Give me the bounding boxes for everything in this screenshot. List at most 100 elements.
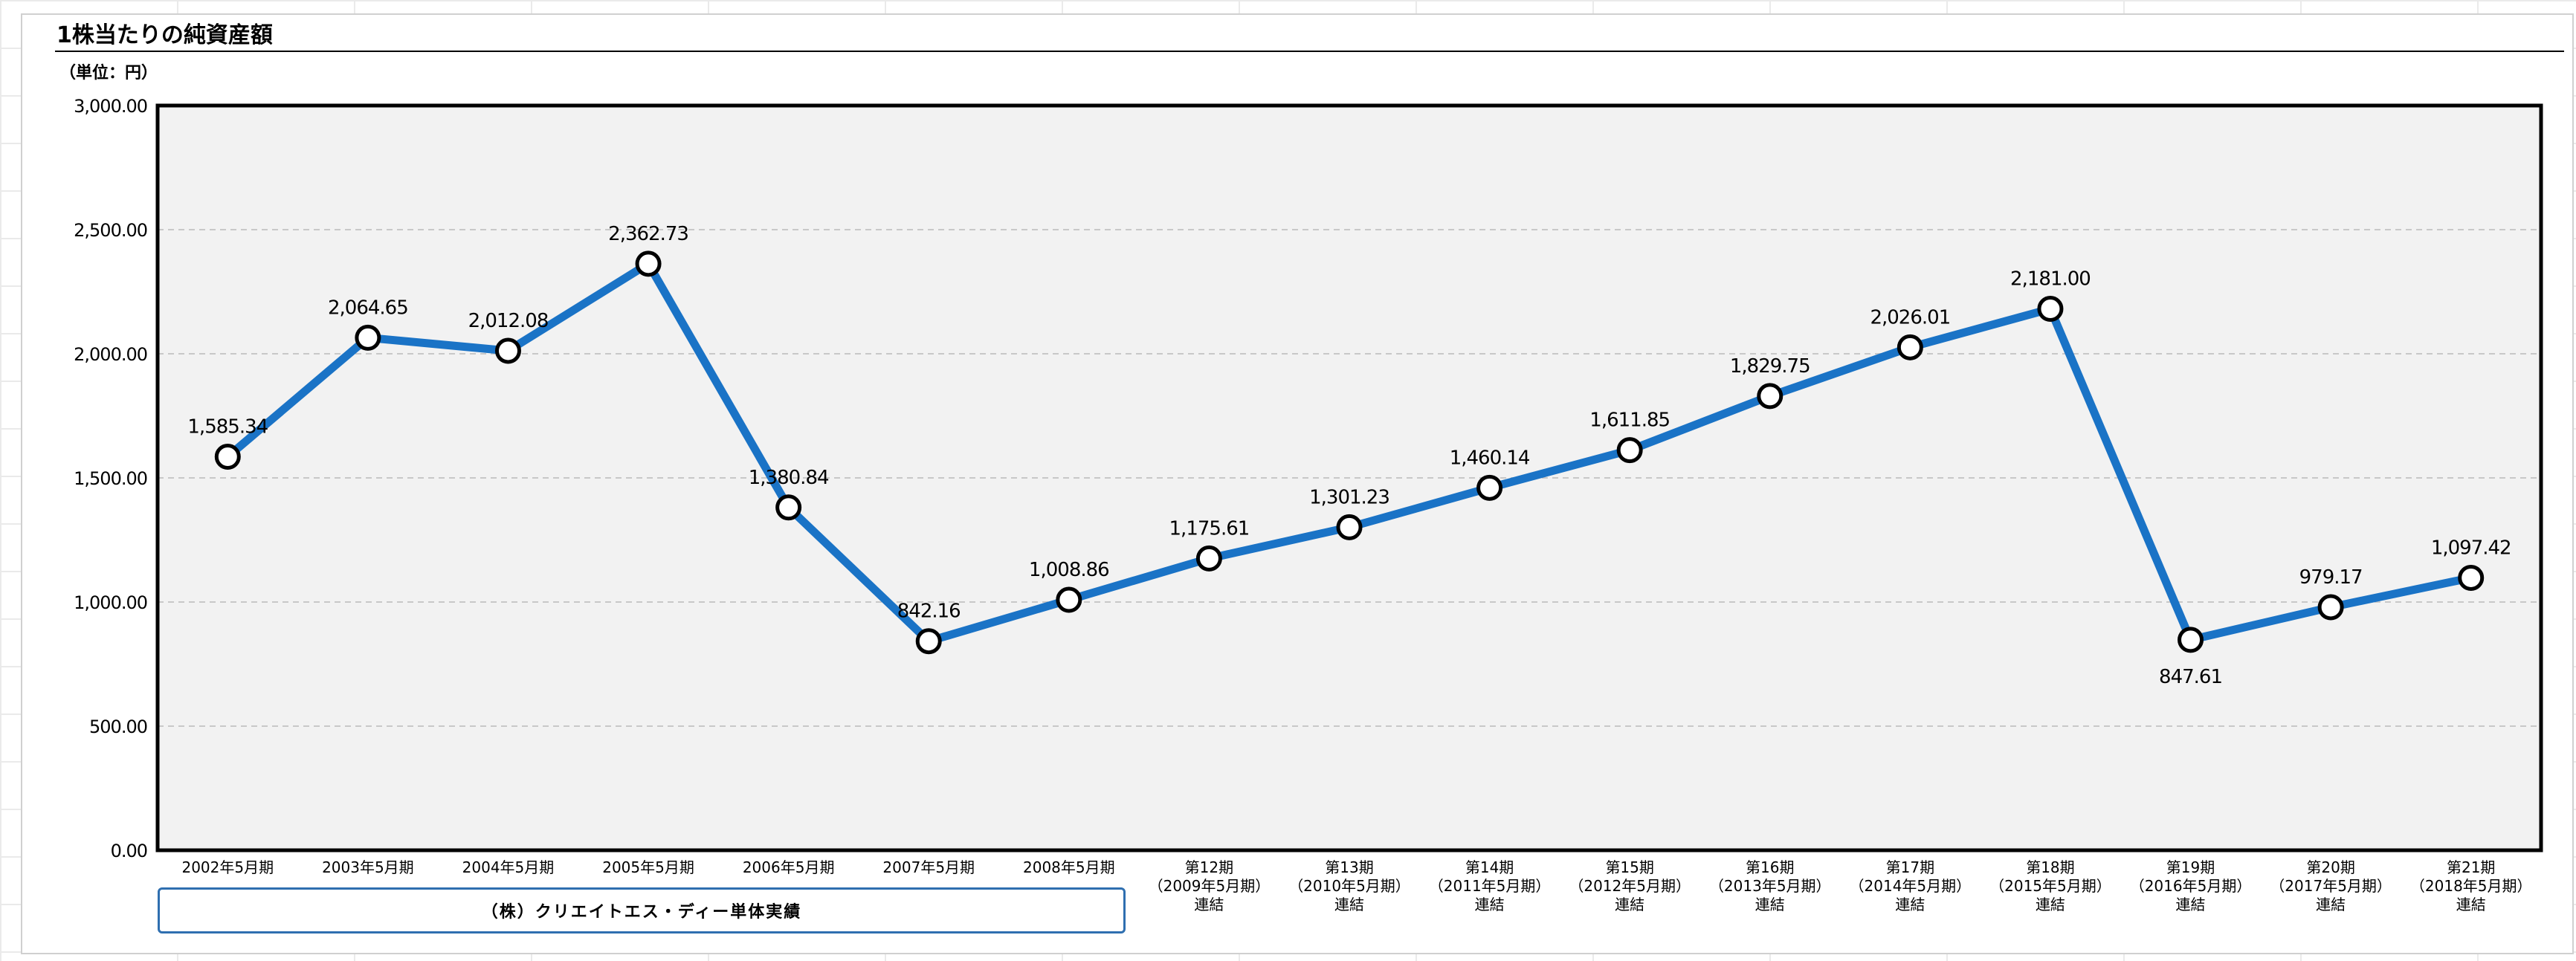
x-tick-line: （2018年5月期） (2410, 877, 2532, 895)
data-point[interactable] (2317, 594, 2344, 621)
x-tick-label: 第17期（2014年5月期）連結 (1850, 858, 1972, 913)
data-labels: 1,585.34 2,064.65 2,012.08 2,362.73 1,380.84… (187, 223, 2511, 688)
x-tick-label: 2003年5月期 (322, 858, 414, 876)
x-tick-line: 連結 (1895, 896, 1925, 913)
data-label: 2,064.65 (328, 297, 408, 319)
y-tick-label: 1,500.00 (74, 468, 147, 489)
data-label: 1,097.42 (2431, 537, 2511, 559)
x-tick-line: 連結 (1334, 896, 1364, 913)
x-tick-line: （2015年5月期） (1989, 877, 2111, 895)
data-point[interactable] (1476, 474, 1503, 501)
x-tick-label: 第13期（2010年5月期）連結 (1288, 858, 1410, 913)
data-point[interactable] (214, 443, 241, 470)
x-tick-line: （2010年5月期） (1288, 877, 1410, 895)
x-tick-line: 連結 (2036, 896, 2065, 913)
data-point[interactable] (355, 324, 381, 351)
title-underline (55, 51, 2564, 52)
data-label: 2,012.08 (468, 310, 549, 332)
plot-border (155, 103, 2543, 852)
data-point[interactable] (1336, 514, 1363, 540)
y-tick-label: 1,000.00 (74, 592, 147, 613)
data-label: 2,181.00 (2010, 268, 2091, 291)
data-label: 1,460.14 (1450, 447, 1530, 469)
y-tick-label: 3,000.00 (74, 96, 147, 117)
data-point[interactable] (2458, 564, 2485, 591)
y-tick-label: 2,500.00 (74, 220, 147, 241)
x-tick-line: 2008年5月期 (1023, 858, 1115, 876)
x-tick-label: 2004年5月期 (462, 858, 555, 876)
data-label: 1,611.85 (1589, 410, 1670, 432)
x-tick-line: 第17期 (1886, 858, 1934, 876)
x-tick-line: 第18期 (2026, 858, 2074, 876)
data-point[interactable] (494, 337, 521, 364)
x-tick-label: 第19期（2016年5月期）連結 (2130, 858, 2252, 913)
data-point[interactable] (915, 628, 942, 655)
data-label: 1,829.75 (1730, 355, 1810, 378)
data-label: 2,362.73 (608, 223, 688, 245)
x-tick-line: 2007年5月期 (882, 858, 975, 876)
x-tick-label: 2002年5月期 (181, 858, 274, 876)
data-point[interactable] (1056, 586, 1082, 613)
group-label-box: （株）クリエイトエス・ディー単体実績 (158, 887, 1126, 934)
x-tick-line: 連結 (2456, 896, 2486, 913)
x-tick-line: 2005年5月期 (602, 858, 694, 876)
data-label: 847.61 (2159, 666, 2222, 688)
x-tick-label: 2007年5月期 (882, 858, 975, 876)
x-tick-line: 第19期 (2166, 858, 2215, 876)
x-tick-line: 第20期 (2306, 858, 2354, 876)
x-tick-label: 第14期（2011年5月期）連結 (1429, 858, 1551, 913)
data-label: 1,301.23 (1309, 486, 1389, 508)
x-tick-label: 第15期（2012年5月期）連結 (1569, 858, 1691, 913)
data-label: 1,008.86 (1029, 559, 1109, 581)
y-tick-label: 0.00 (111, 841, 147, 861)
x-tick-label: 第16期（2013年5月期）連結 (1709, 858, 1831, 913)
data-point[interactable] (775, 494, 802, 521)
x-tick-line: 連結 (1475, 896, 1505, 913)
x-tick-label: 2006年5月期 (743, 858, 835, 876)
y-tick-label: 500.00 (89, 716, 147, 737)
data-point[interactable] (1195, 545, 1222, 572)
data-label: 1,175.61 (1169, 517, 1250, 540)
x-tick-line: （2012年5月期） (1569, 877, 1691, 895)
x-tick-line: 第16期 (1746, 858, 1794, 876)
x-tick-line: 連結 (1194, 896, 1224, 913)
x-tick-label: 第20期（2017年5月期）連結 (2270, 858, 2392, 913)
x-tick-line: （2011年5月期） (1429, 877, 1551, 895)
data-point[interactable] (635, 250, 662, 277)
unit-label: （単位：円） (59, 64, 158, 82)
x-tick-label: 第21期（2018年5月期）連結 (2410, 858, 2532, 913)
data-markers[interactable] (214, 250, 2485, 655)
x-tick-line: 第15期 (1605, 858, 1653, 876)
gridlines (158, 229, 2541, 727)
x-tick-line: 連結 (2316, 896, 2346, 913)
x-tick-line: 連結 (1755, 896, 1785, 913)
x-tick-line: （2014年5月期） (1850, 877, 1972, 895)
x-tick-line: 第13期 (1325, 858, 1373, 876)
x-tick-line: 第21期 (2447, 858, 2495, 876)
x-tick-line: （2016年5月期） (2130, 877, 2252, 895)
data-point[interactable] (2037, 296, 2064, 323)
x-tick-line: 第12期 (1185, 858, 1233, 876)
x-tick-line: （2017年5月期） (2270, 877, 2392, 895)
x-tick-line: 2003年5月期 (322, 858, 414, 876)
x-tick-label: 2008年5月期 (1023, 858, 1115, 876)
data-point[interactable] (1897, 334, 1923, 360)
x-tick-line: 2002年5月期 (181, 858, 274, 876)
x-tick-line: 連結 (2176, 896, 2206, 913)
data-label: 2,026.01 (1870, 306, 1950, 329)
data-label: 979.17 (2299, 566, 2363, 589)
data-label: 842.16 (897, 601, 961, 623)
x-tick-line: 2006年5月期 (743, 858, 835, 876)
x-tick-label: 第18期（2015年5月期）連結 (1989, 858, 2111, 913)
x-tick-line: 2004年5月期 (462, 858, 555, 876)
x-tick-line: （2013年5月期） (1709, 877, 1831, 895)
x-tick-line: （2009年5月期） (1149, 877, 1271, 895)
x-tick-label: 2005年5月期 (602, 858, 694, 876)
y-tick-label: 2,000.00 (74, 344, 147, 365)
data-label: 1,380.84 (749, 467, 829, 489)
data-point[interactable] (1757, 383, 1783, 410)
data-point[interactable] (2178, 627, 2204, 653)
data-point[interactable] (1616, 437, 1643, 464)
y-axis-ticks: 0.00 500.00 1,000.00 1,500.00 2,000.00 2,500.… (74, 96, 148, 861)
